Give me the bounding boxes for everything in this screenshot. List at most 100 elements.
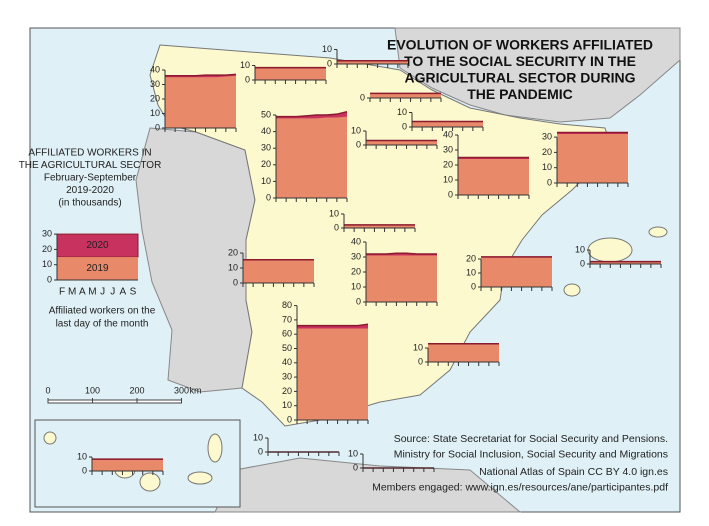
tick-label: 10 (413, 342, 423, 352)
tick-label: 40 (443, 129, 453, 139)
line-2020 (276, 110, 348, 118)
month-label: S (130, 287, 137, 298)
island (43, 431, 57, 445)
area-2019 (92, 459, 163, 471)
tick-label: 10 (443, 174, 453, 184)
tick-label: 50 (261, 109, 271, 119)
scale-unit: km (190, 385, 202, 395)
legend-heading: THE AGRICULTURAL SECTOR (19, 160, 162, 171)
area-2019 (243, 260, 314, 283)
tick-label: 10 (575, 244, 585, 254)
tick-label: 10 (282, 400, 292, 410)
tick-label: 20 (282, 386, 292, 396)
tick-label: 0 (47, 274, 52, 284)
tick-label: 30 (351, 251, 361, 261)
island (187, 471, 213, 485)
tick-label: 0 (356, 139, 361, 149)
area-2019 (276, 116, 347, 198)
scale-label: 100 (85, 385, 100, 395)
tick-label: 50 (282, 343, 292, 353)
month-label: M (68, 287, 76, 298)
tick-label: 40 (351, 236, 361, 246)
tick-label: 10 (466, 267, 476, 277)
tick-label: 0 (155, 122, 160, 132)
month-label: J (100, 287, 105, 298)
tick-label: 0 (448, 189, 453, 199)
tick-label: 0 (360, 92, 365, 102)
tick-label: 0 (353, 462, 358, 472)
tick-label: 0 (245, 74, 250, 84)
line-2020 (297, 323, 369, 327)
tick-label: 70 (282, 314, 292, 324)
tick-label: 10 (77, 451, 87, 461)
tick-label: 0 (547, 177, 552, 187)
tick-label: 60 (282, 329, 292, 339)
legend-heading: AFFILIATED WORKERS IN (28, 148, 151, 159)
tick-label: 10 (322, 44, 332, 54)
area-2019 (481, 257, 552, 287)
area-2019 (366, 255, 437, 302)
island (139, 472, 161, 492)
scale-label: 300 (174, 385, 189, 395)
tick-label: 0 (356, 296, 361, 306)
area-2019 (255, 68, 326, 80)
area-2019 (344, 225, 415, 228)
area-2019 (366, 140, 437, 145)
tick-label: 0 (266, 192, 271, 202)
tick-label: 20 (542, 147, 552, 157)
tick-label: 0 (418, 356, 423, 366)
tick-label: 20 (228, 247, 238, 257)
area-2019 (557, 134, 628, 183)
tick-label: 10 (228, 262, 238, 272)
tick-label: 0 (287, 414, 292, 424)
tick-label: 30 (42, 228, 52, 238)
legend-bar (57, 257, 138, 280)
tick-label: 10 (351, 281, 361, 291)
area-2019 (297, 328, 368, 420)
line-2020 (165, 73, 237, 77)
area-2019 (165, 75, 236, 128)
title-line: AGRICULTURAL SECTOR DURING (405, 70, 636, 86)
month-label: J (110, 287, 115, 298)
month-label: A (120, 287, 127, 298)
tick-label: 20 (466, 253, 476, 263)
tick-label: 0 (258, 446, 263, 456)
area-2019 (458, 159, 529, 195)
spain (149, 44, 613, 427)
island (207, 433, 223, 463)
source-line: Members engaged: www.ign.es/resources/an… (372, 481, 668, 493)
legend-series-label: 2020 (86, 240, 109, 251)
scale-label: 0 (45, 385, 50, 395)
tick-label: 40 (282, 357, 292, 367)
title-line: TO THE SOCIAL SECURITY IN THE (404, 53, 636, 69)
tick-label: 0 (402, 121, 407, 131)
tick-label: 30 (261, 143, 271, 153)
area-2019 (370, 93, 441, 98)
title-line: EVOLUTION OF WORKERS AFFILIATED (387, 37, 653, 53)
tick-label: 80 (282, 300, 292, 310)
tick-label: 10 (240, 60, 250, 70)
tick-label: 20 (443, 159, 453, 169)
tick-label: 10 (42, 259, 52, 269)
tick-label: 30 (150, 79, 160, 89)
tick-label: 10 (150, 108, 160, 118)
legend-heading: (in thousands) (58, 198, 121, 209)
tick-label: 20 (42, 244, 52, 254)
tick-label: 30 (542, 131, 552, 141)
legend-note: last day of the month (56, 319, 149, 330)
tick-label: 30 (443, 144, 453, 154)
month-label: F (59, 287, 65, 298)
month-label: M (88, 287, 96, 298)
tick-label: 0 (327, 58, 332, 68)
tick-label: 10 (542, 162, 552, 172)
tick-label: 20 (351, 266, 361, 276)
month-label: A (79, 287, 86, 298)
tick-label: 0 (471, 281, 476, 291)
legend-heading: February-September (44, 173, 137, 184)
source-line: National Atlas of Spain CC BY 4.0 ign.es (479, 466, 668, 478)
tick-label: 0 (580, 258, 585, 268)
